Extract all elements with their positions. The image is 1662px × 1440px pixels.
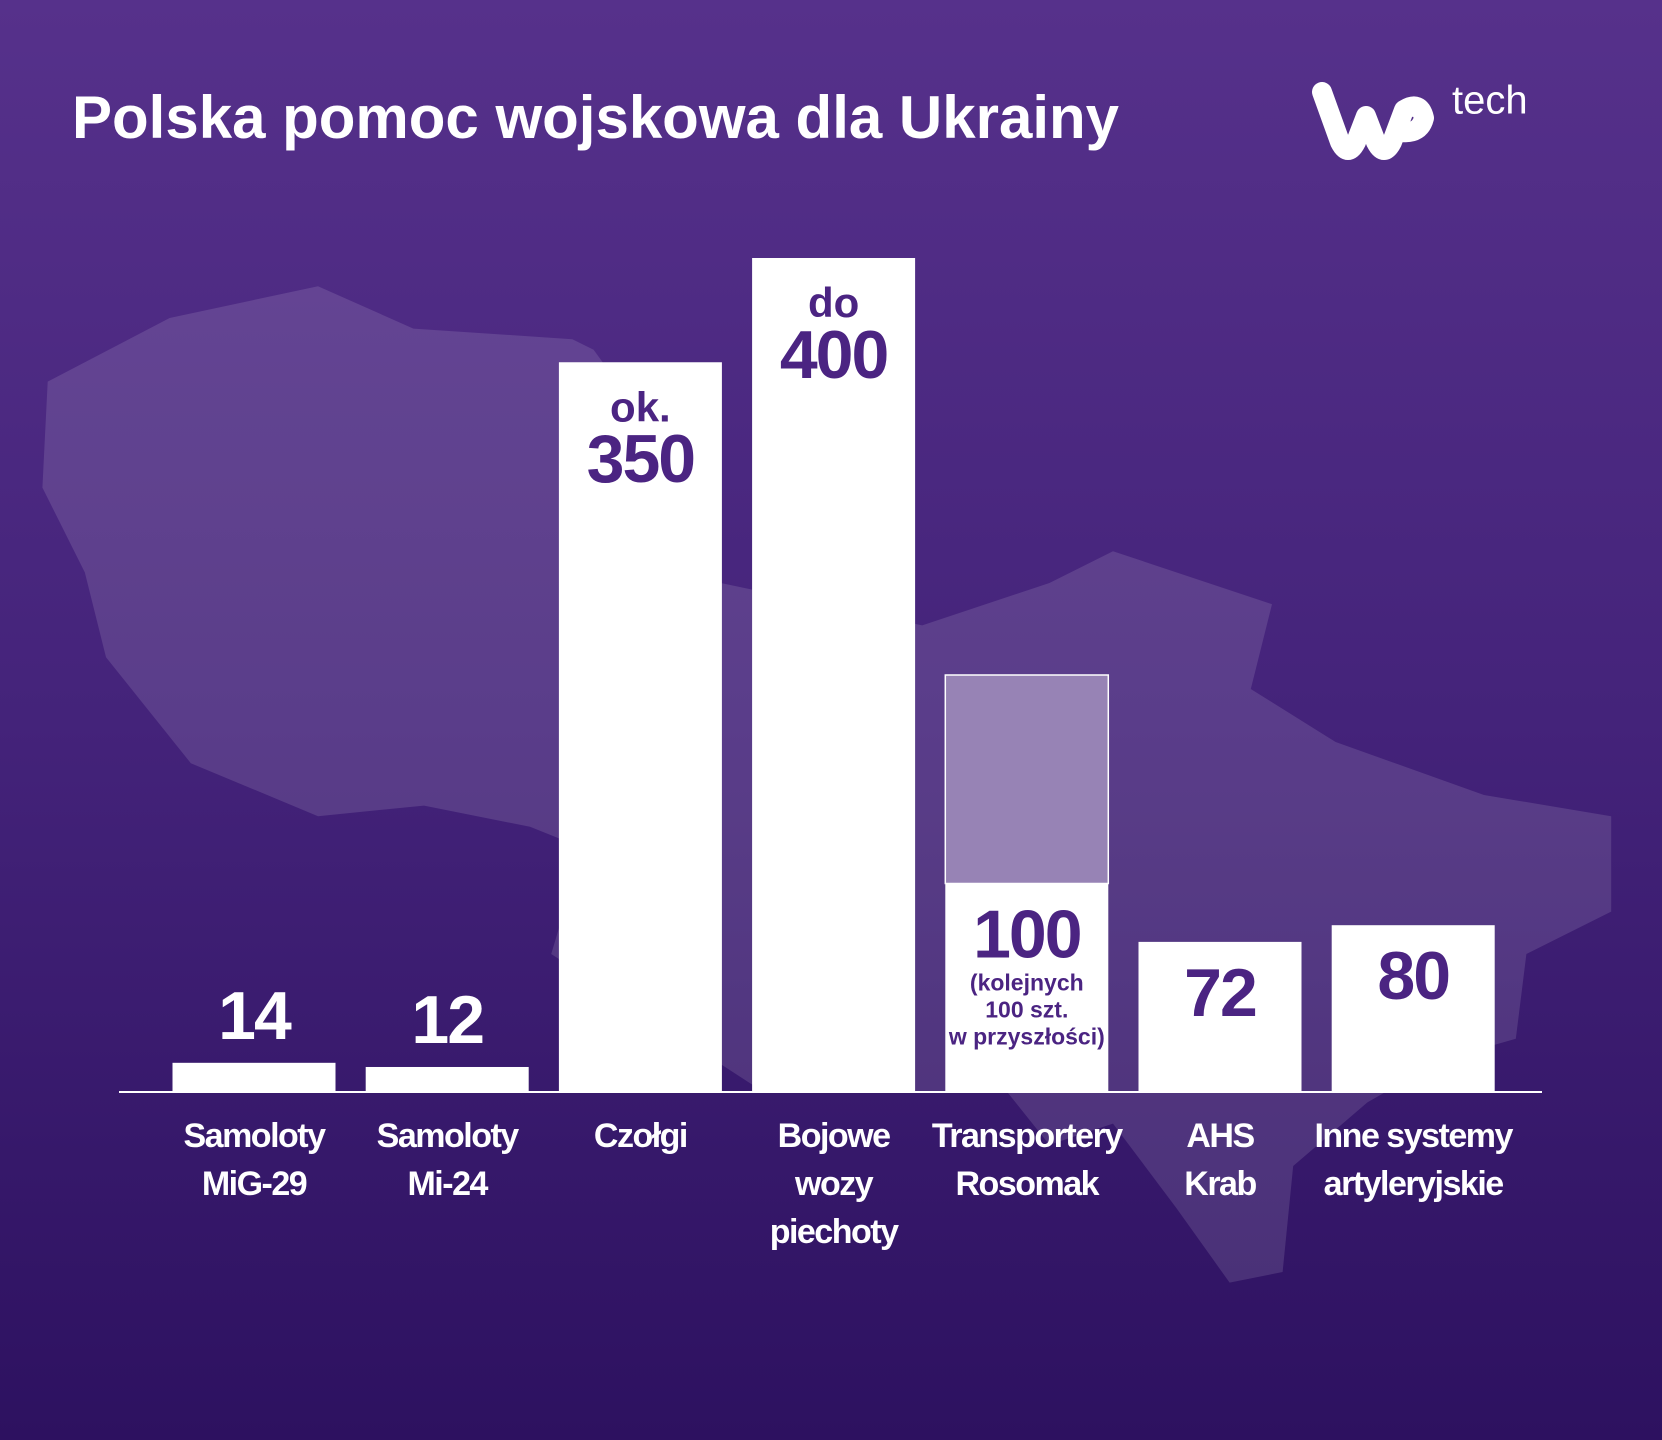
x-tick-label: Czołgi <box>593 1117 688 1155</box>
x-tick-label: AHS Krab <box>1184 1117 1257 1203</box>
x-tick-label: Samoloty MiG-29 <box>183 1117 326 1203</box>
bar <box>752 258 916 1092</box>
bar <box>944 674 1110 885</box>
value-label: 12 <box>411 982 483 1058</box>
x-tick-label: Inne systemy artyleryjskie <box>1314 1117 1513 1203</box>
annotation: (kolejnych <box>970 970 1084 996</box>
logo: tech <box>1312 79 1528 160</box>
bar <box>1331 925 1495 1092</box>
bar <box>558 362 722 1092</box>
x-tick-label: Samoloty Mi-24 <box>376 1117 520 1203</box>
x-tick-label: Transportery Rosomak <box>931 1117 1123 1203</box>
chart-title: Polska pomoc wojskowa dla Ukrainy <box>72 84 1120 151</box>
value-label: 100 <box>973 896 1081 972</box>
x-tick-label: Bojowe wozy piechoty <box>769 1117 899 1251</box>
bar <box>365 1066 529 1092</box>
value-prefix: do <box>808 279 859 326</box>
annotation: 100 szt. <box>985 997 1068 1023</box>
value-prefix: ok. <box>610 383 671 430</box>
bar <box>945 883 1109 1092</box>
value-label: 350 <box>587 421 695 497</box>
value-label: 80 <box>1377 938 1449 1014</box>
value-label: 14 <box>218 978 292 1054</box>
logo-text: tech <box>1452 79 1528 123</box>
bar <box>1138 941 1302 1092</box>
bar <box>172 1062 336 1092</box>
value-label: 400 <box>780 317 888 393</box>
value-label: 72 <box>1184 955 1256 1031</box>
annotation: w przyszłości) <box>948 1024 1105 1050</box>
